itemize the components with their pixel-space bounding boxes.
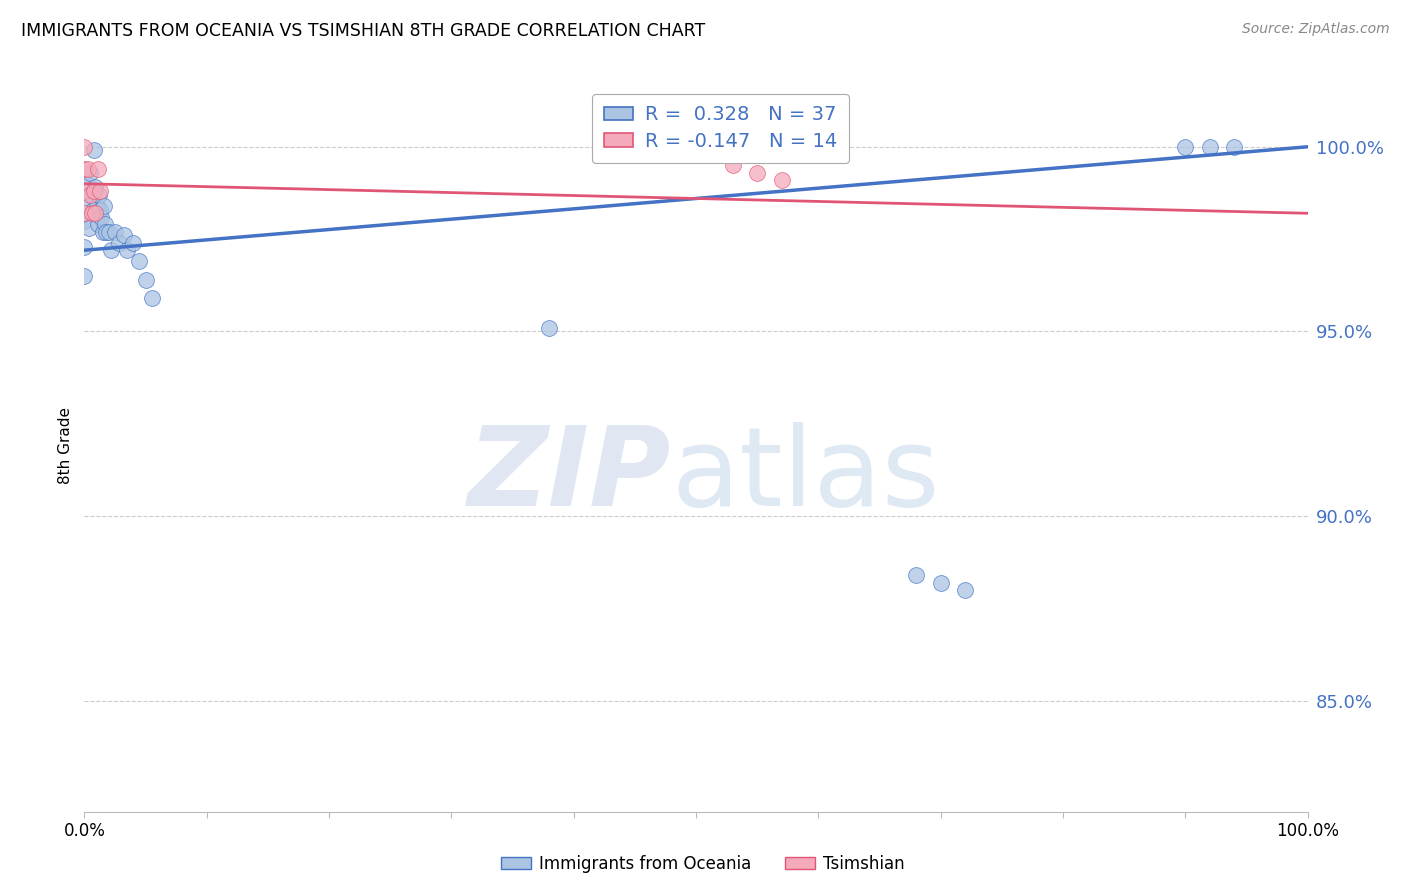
Point xyxy=(90,210,112,224)
Point xyxy=(104,225,127,239)
Y-axis label: 8th Grade: 8th Grade xyxy=(58,408,73,484)
Point xyxy=(84,180,107,194)
Point xyxy=(86,199,108,213)
Text: Source: ZipAtlas.com: Source: ZipAtlas.com xyxy=(1241,22,1389,37)
Point xyxy=(115,244,138,258)
Point xyxy=(87,218,110,232)
Point xyxy=(73,184,96,198)
Point xyxy=(76,177,98,191)
Point xyxy=(1174,140,1197,154)
Point xyxy=(96,225,118,239)
Point xyxy=(83,184,105,198)
Point xyxy=(122,235,145,250)
Point xyxy=(80,187,103,202)
Text: atlas: atlas xyxy=(672,422,941,529)
Point xyxy=(80,206,103,220)
Point xyxy=(73,213,96,227)
Point xyxy=(73,206,96,220)
Point xyxy=(89,202,111,217)
Point xyxy=(770,173,793,187)
Point xyxy=(91,225,114,239)
Point xyxy=(79,187,101,202)
Point xyxy=(87,161,110,176)
Text: IMMIGRANTS FROM OCEANIA VS TSIMSHIAN 8TH GRADE CORRELATION CHART: IMMIGRANTS FROM OCEANIA VS TSIMSHIAN 8TH… xyxy=(21,22,706,40)
Point xyxy=(89,184,111,198)
Point xyxy=(953,583,976,598)
Point xyxy=(87,187,110,202)
Point xyxy=(905,568,928,582)
Point xyxy=(73,268,96,283)
Point xyxy=(93,199,115,213)
Point xyxy=(77,161,100,176)
Text: ZIP: ZIP xyxy=(468,422,672,529)
Point xyxy=(73,161,96,176)
Point xyxy=(141,291,163,305)
Point xyxy=(97,225,120,239)
Point xyxy=(94,218,117,232)
Point xyxy=(77,221,100,235)
Point xyxy=(1223,140,1246,154)
Point xyxy=(721,158,744,172)
Point xyxy=(84,206,107,220)
Legend: Immigrants from Oceania, Tsimshian: Immigrants from Oceania, Tsimshian xyxy=(495,848,911,880)
Point xyxy=(73,239,96,253)
Point xyxy=(77,199,100,213)
Legend: R =  0.328   N = 37, R = -0.147   N = 14: R = 0.328 N = 37, R = -0.147 N = 14 xyxy=(592,94,849,162)
Point xyxy=(82,202,104,217)
Point xyxy=(1198,140,1220,154)
Point xyxy=(128,254,150,268)
Point xyxy=(73,140,96,154)
Point xyxy=(107,235,129,250)
Point xyxy=(747,166,769,180)
Point xyxy=(100,244,122,258)
Point xyxy=(538,320,561,334)
Point xyxy=(135,273,157,287)
Point xyxy=(79,166,101,180)
Point xyxy=(112,228,135,243)
Point xyxy=(83,144,105,158)
Point xyxy=(929,575,952,590)
